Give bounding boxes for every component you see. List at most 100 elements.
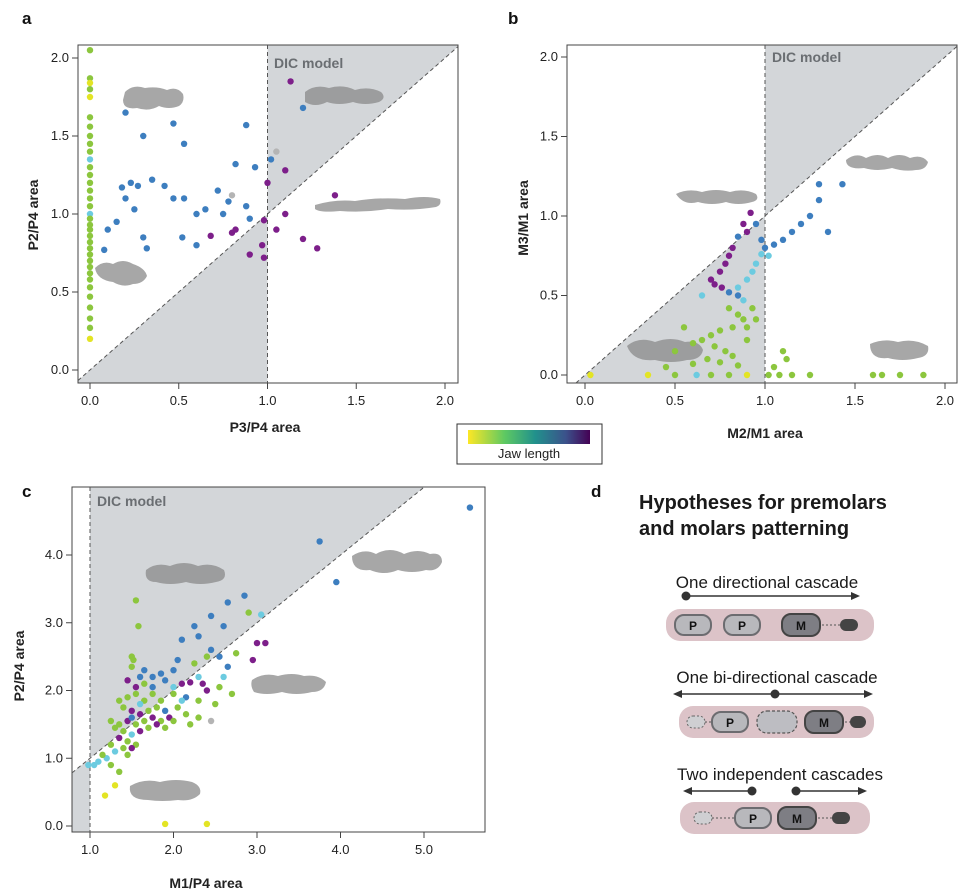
data-point	[86, 270, 94, 277]
tooth-m-label: M	[792, 812, 802, 826]
data-point	[149, 673, 156, 681]
data-point	[722, 347, 729, 355]
x-tick-label: 2.0	[164, 842, 182, 857]
data-point	[749, 268, 756, 275]
data-point	[86, 221, 94, 229]
data-point	[779, 236, 787, 244]
tooth-m-label: M	[819, 716, 829, 730]
x-tick-label: 1.0	[756, 393, 774, 408]
x-tick-label: 2.0	[436, 393, 454, 408]
data-point	[203, 820, 211, 828]
tooth-rudiment	[850, 716, 866, 728]
data-point	[287, 78, 294, 85]
data-point	[815, 181, 823, 188]
panel-b-scatter: 0.0 0.5 1.0 1.5 2.0 0.0 0.5 1.0 1.5 2.0 DIC model…	[515, 44, 958, 441]
data-point	[86, 93, 94, 101]
data-point	[267, 156, 275, 163]
tooth-image	[846, 155, 928, 171]
data-point	[725, 371, 733, 379]
arrow-head-left	[683, 787, 692, 795]
data-point	[86, 195, 94, 202]
data-point	[216, 653, 223, 660]
dic-region-lower	[567, 216, 765, 383]
data-point	[174, 704, 181, 711]
data-point	[333, 578, 340, 586]
data-point	[153, 704, 160, 711]
y-tick-label: 0.5	[540, 288, 558, 303]
data-point	[86, 276, 94, 283]
tooth-rudiment	[840, 619, 858, 631]
data-point	[111, 724, 119, 731]
plot-frame	[566, 44, 958, 384]
data-point	[241, 592, 248, 599]
data-point	[716, 359, 724, 366]
data-point	[170, 195, 177, 202]
data-point	[207, 232, 214, 240]
data-point	[806, 212, 814, 220]
x-tick-label: 1.0	[258, 393, 276, 408]
data-point	[86, 75, 94, 82]
data-point	[86, 263, 94, 271]
y-axis-label: M3/M1 area	[515, 180, 531, 256]
tooth-images	[627, 155, 929, 362]
x-tick-label: 3.0	[248, 842, 266, 857]
data-point	[698, 292, 706, 299]
data-point	[141, 680, 148, 687]
axis-ticks: 0.0 0.5 1.0 1.5 2.0 0.0 0.5 1.0 1.5 2.0	[540, 49, 954, 408]
data-point	[671, 371, 679, 379]
data-point	[722, 260, 729, 267]
data-point	[180, 195, 188, 202]
y-tick-label: 3.0	[45, 615, 63, 630]
data-point	[145, 724, 152, 731]
data-point	[195, 673, 202, 681]
tooth-images	[95, 86, 441, 286]
data-point	[243, 203, 250, 210]
tooth-m	[781, 613, 821, 637]
data-point	[734, 284, 742, 291]
data-point	[179, 234, 186, 241]
data-point	[86, 335, 94, 342]
data-point	[815, 196, 823, 204]
data-point	[86, 171, 94, 179]
data-point	[299, 235, 307, 243]
data-point	[282, 210, 289, 218]
data-point	[225, 198, 232, 205]
dic-model-label: DIC model	[97, 493, 166, 509]
data-point	[136, 673, 144, 681]
data-point	[170, 666, 177, 674]
tooth-image	[129, 780, 201, 801]
x-tick-label: 1.0	[81, 842, 99, 857]
data-point	[776, 371, 783, 379]
data-point	[161, 677, 169, 684]
data-point	[86, 179, 94, 186]
hypothesis-two-independent: Two independent cascades P M	[677, 765, 883, 834]
y-tick-label: 0.0	[45, 818, 63, 833]
data-point	[86, 210, 94, 218]
data-point	[740, 220, 747, 228]
data-point	[920, 371, 927, 379]
tooth-image	[352, 550, 442, 573]
data-point	[161, 182, 168, 190]
reference-lines	[77, 45, 459, 383]
data-point	[116, 768, 123, 775]
data-point	[141, 717, 148, 725]
x-axis-label: M1/P4 area	[169, 875, 242, 891]
data-point	[587, 371, 594, 379]
data-point	[86, 148, 94, 155]
data-point	[140, 234, 147, 241]
panel-a-scatter: 0.0 0.5 1.0 1.5 2.0 0.0 0.5 1.0 1.5 2.0 DIC model…	[25, 44, 459, 435]
data-point	[157, 697, 165, 704]
data-point	[331, 192, 339, 199]
tooth-m	[777, 806, 817, 830]
plot-border	[566, 44, 958, 384]
data-point	[86, 86, 94, 93]
data-point	[122, 195, 129, 202]
data-point	[203, 687, 211, 694]
x-tick-label: 0.0	[81, 393, 99, 408]
tooth-image	[305, 86, 384, 105]
data-point	[316, 538, 323, 545]
data-point	[245, 609, 252, 616]
data-point	[246, 251, 253, 258]
data-point	[128, 707, 135, 715]
data-point	[128, 731, 135, 738]
